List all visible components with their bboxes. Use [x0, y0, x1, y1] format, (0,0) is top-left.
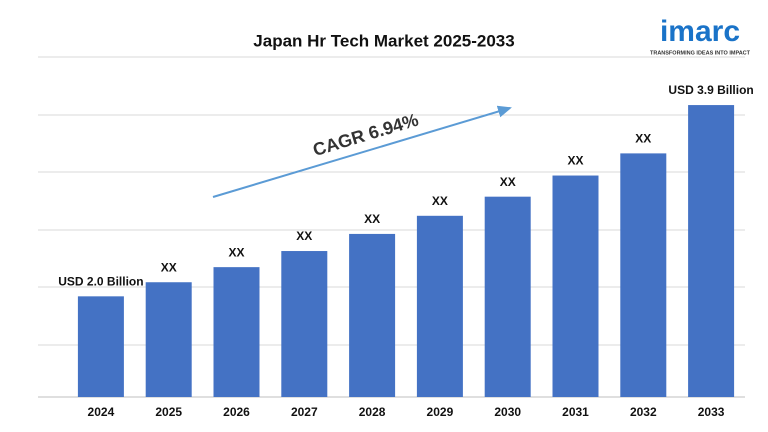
x-tick-label: 2028	[359, 405, 386, 419]
bar	[77, 296, 124, 397]
data-label: XX	[364, 212, 380, 226]
bar	[620, 153, 667, 397]
x-tick-label: 2029	[427, 405, 454, 419]
x-tick-label: 2027	[291, 405, 318, 419]
logo-name: imarc	[660, 15, 740, 48]
chart-title: Japan Hr Tech Market 2025-2033	[253, 31, 514, 50]
x-tick-label: 2024	[88, 405, 115, 419]
cagr-annotation: CAGR 6.94%	[311, 110, 421, 160]
x-tick-label: 2025	[155, 405, 182, 419]
x-tick-label: 2030	[494, 405, 521, 419]
cagr-arrow	[212, 105, 512, 198]
logo-tagline: TRANSFORMING IDEAS INTO IMPACT	[650, 50, 751, 56]
data-label: XX	[161, 260, 177, 274]
x-tick-label: 2031	[562, 405, 589, 419]
bar	[552, 175, 599, 397]
bar	[213, 267, 260, 397]
data-label: XX	[500, 175, 516, 189]
bar	[349, 233, 396, 397]
bar	[145, 282, 192, 397]
data-label: XX	[567, 154, 583, 168]
bar	[484, 196, 531, 397]
x-tick-label: 2033	[698, 405, 725, 419]
x-tick-label: 2026	[223, 405, 250, 419]
x-tick-label: 2032	[630, 405, 657, 419]
data-label: XX	[432, 194, 448, 208]
bar	[416, 215, 463, 397]
bar	[688, 105, 735, 398]
data-label: USD 2.0 Billion	[58, 275, 143, 289]
data-label: XX	[228, 245, 244, 259]
data-label: XX	[296, 229, 312, 243]
data-label: XX	[635, 132, 651, 146]
bar	[281, 251, 328, 397]
data-label: USD 3.9 Billion	[668, 83, 753, 97]
